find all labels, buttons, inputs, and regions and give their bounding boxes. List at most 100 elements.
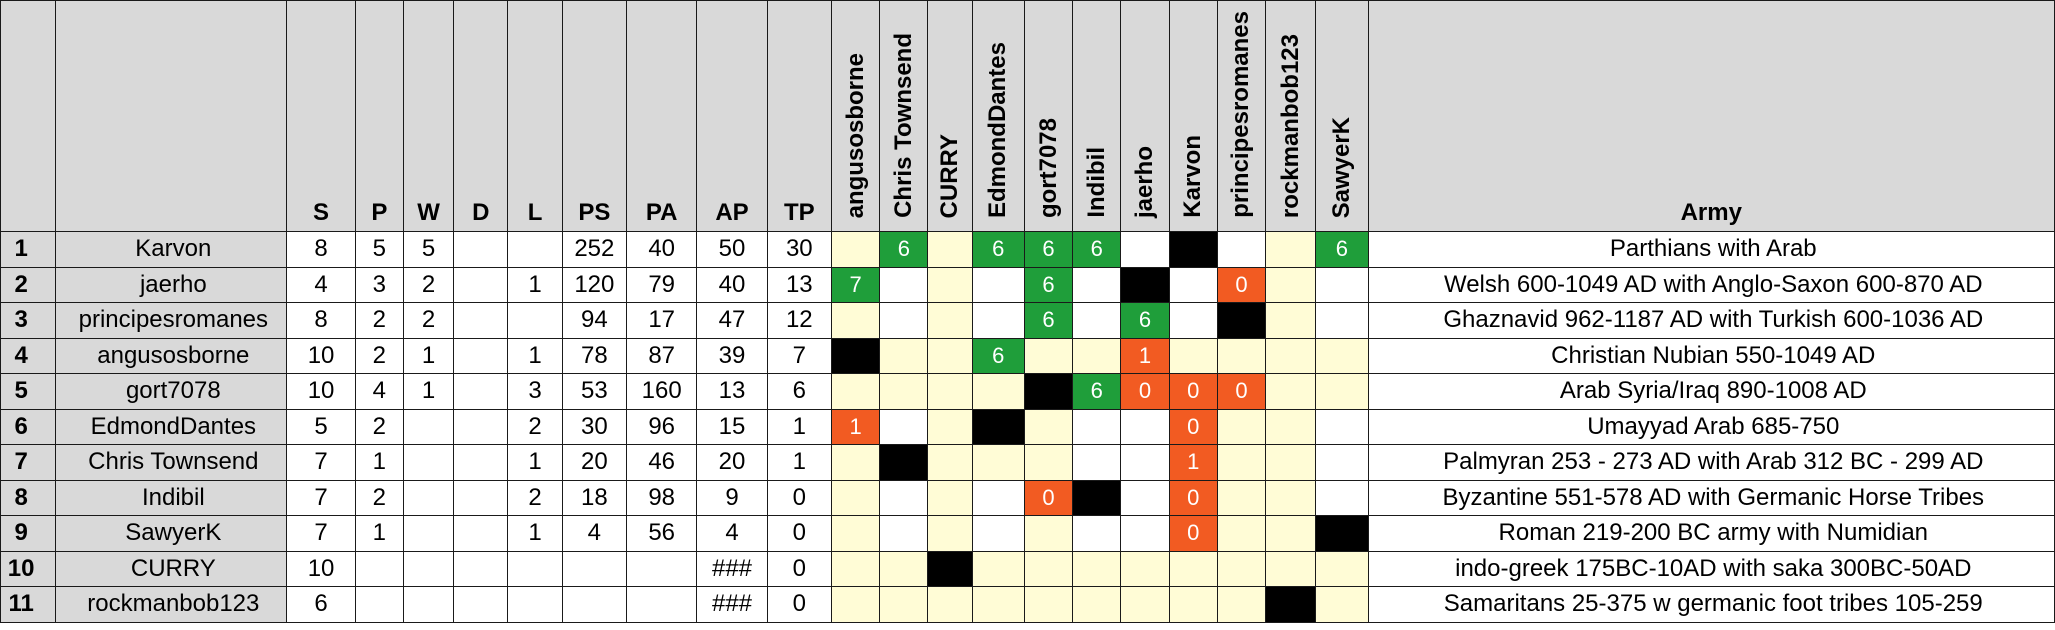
opponent-header: rockmanbob123 [1265,0,1317,232]
stat-cell-ps: 53 [561,373,628,410]
table-row: 11 rockmanbob123 6 ### 0 Samaritans 25-375 w … [0,586,2055,623]
stat-cell-ap: 39 [696,337,768,374]
stat-cell-l: 2 [507,408,563,445]
result-cell [927,479,973,516]
result-cell [1315,373,1369,410]
stat-cell-p [354,586,404,623]
result-cell [1216,302,1267,339]
result-cell [927,586,973,623]
stat-cell-ap: 4 [696,515,768,552]
stat-cell-w [402,408,455,445]
opponent-header: jaerho [1120,0,1170,232]
stat-cell-s: 8 [286,231,356,268]
stat-cell-tp: 7 [766,337,832,374]
opponent-header: principesromanes [1216,0,1267,232]
result-cell [1265,479,1317,516]
result-cell [1216,550,1267,587]
result-cell: 6 [1023,302,1074,339]
result-cell [1265,515,1317,552]
result-cell [830,479,881,516]
result-cell: 1 [1120,337,1170,374]
result-cell [971,373,1025,410]
army-cell: Roman 219-200 BC army with Numidian [1367,515,2055,552]
stat-cell-s: 7 [286,515,356,552]
result-cell [1216,479,1267,516]
rank-cell: 2 [0,266,57,303]
stat-header-d: D [453,0,509,232]
stat-cell-s: 4 [286,266,356,303]
result-cell [971,444,1025,481]
army-cell: Palmyran 253 - 273 AD with Arab 312 BC -… [1367,444,2055,481]
result-cell [1168,266,1218,303]
stat-cell-s: 6 [286,586,356,623]
result-cell [971,266,1025,303]
player-name-cell: CURRY [55,550,288,587]
stat-cell-w: 2 [402,302,455,339]
result-cell [927,515,973,552]
result-cell [879,444,929,481]
result-cell [1072,479,1122,516]
result-cell [1216,408,1267,445]
player-header [55,0,288,232]
stat-cell-ap: ### [696,586,768,623]
stat-cell-tp: 1 [766,444,832,481]
result-cell [1072,550,1122,587]
rank-cell: 8 [0,479,57,516]
stat-cell-p: 2 [354,302,404,339]
result-cell: 1 [830,408,881,445]
stat-cell-ap: 15 [696,408,768,445]
opponent-header: Chris Townsend [879,0,929,232]
opponent-header-label: Karvon [1179,135,1207,218]
result-cell: 6 [1120,302,1170,339]
rank-cell: 10 [0,550,57,587]
stat-cell-w [402,479,455,516]
stat-cell-p: 5 [354,231,404,268]
army-cell: Arab Syria/Iraq 890-1008 AD [1367,373,2055,410]
stat-cell-tp: 0 [766,479,832,516]
stat-cell-d [453,515,509,552]
result-cell [927,231,973,268]
result-cell [1120,479,1170,516]
stat-cell-tp: 0 [766,586,832,623]
opponent-header: angusosborne [830,0,881,232]
result-cell: 0 [1120,373,1170,410]
stat-cell-d [453,408,509,445]
result-cell [1315,586,1369,623]
opponent-header: Indibil [1072,0,1122,232]
result-cell [1315,515,1369,552]
stat-cell-p [354,550,404,587]
result-cell [927,266,973,303]
header-row: S P W D L PS PA AP TP angusosborne Chris Townsend C… [0,0,2055,232]
stat-cell-w: 1 [402,337,455,374]
result-cell [1265,586,1317,623]
stat-cell-s: 10 [286,373,356,410]
stat-cell-s: 10 [286,337,356,374]
rank-header [0,0,57,232]
player-name-cell: EdmondDantes [55,408,288,445]
result-cell [1023,408,1074,445]
stat-cell-p: 2 [354,408,404,445]
opponent-header-label: angusosborne [841,52,869,218]
result-cell [1120,444,1170,481]
stat-cell-ps: 4 [561,515,628,552]
rank-cell: 6 [0,408,57,445]
result-cell [879,266,929,303]
opponent-header-label: CURRY [936,133,964,218]
stat-cell-pa: 79 [625,266,698,303]
result-cell [1072,337,1122,374]
result-cell [1315,337,1369,374]
stat-cell-l: 1 [507,515,563,552]
result-cell [927,408,973,445]
table-row: 5 gort7078 10 4 1 3 53 160 13 6 6 0 0 0 Arab Syria/Ira… [0,373,2055,410]
rank-cell: 1 [0,231,57,268]
opponent-header-label: principesromanes [1227,11,1255,218]
result-cell [879,373,929,410]
stat-cell-ps: 120 [561,266,628,303]
result-cell [1072,444,1122,481]
table-row: 10 CURRY 10 ### 0 indo-greek 175BC-10AD with … [0,550,2055,587]
player-name-cell: jaerho [55,266,288,303]
result-cell [830,231,881,268]
stat-cell-s: 7 [286,444,356,481]
stat-cell-l: 3 [507,373,563,410]
